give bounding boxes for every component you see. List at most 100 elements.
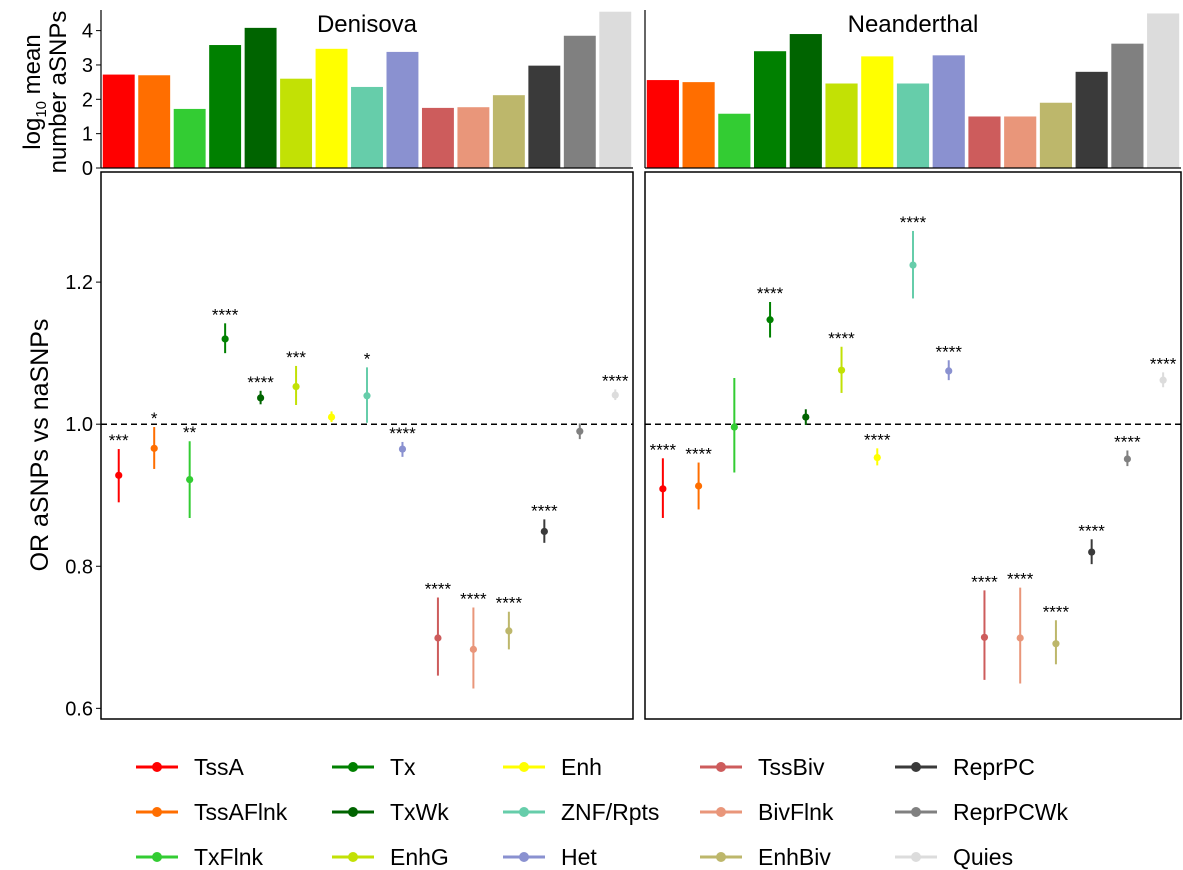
bar-neanderthal-enhg — [825, 84, 857, 168]
sig-label-neanderthal-tx: **** — [757, 284, 784, 303]
bar-neanderthal-tssbiv — [968, 116, 1000, 168]
sig-label-denisova-znf-rpts: * — [364, 349, 371, 368]
legend-label-het: Het — [561, 844, 597, 870]
sig-label-denisova-quies: **** — [602, 371, 629, 390]
bar-denisova-enhbiv — [493, 95, 525, 168]
point-denisova-reprpc — [541, 528, 548, 535]
bar-tick-label-0: 0 — [82, 158, 93, 180]
legend-marker-enh — [519, 762, 529, 772]
bar-neanderthal-tx — [754, 51, 786, 168]
point-denisova-tssa — [115, 472, 122, 479]
legend-marker-enhbiv — [716, 852, 726, 862]
point-denisova-txwk — [257, 394, 264, 401]
legend-label-enhbiv: EnhBiv — [758, 844, 831, 870]
bar-neanderthal-znf-rpts — [897, 84, 929, 168]
y-tick-label-1-2: 1.2 — [65, 272, 93, 294]
panel-title-neanderthal: Neanderthal — [848, 11, 979, 38]
bar-denisova-tssa — [103, 75, 135, 168]
point-neanderthal-reprpc — [1088, 548, 1095, 555]
legend-marker-znf-rpts — [519, 807, 529, 817]
point-neanderthal-tssbiv — [981, 634, 988, 641]
sig-label-denisova-bivflnk: **** — [460, 589, 487, 608]
bar-denisova-tx — [209, 45, 241, 168]
sig-label-denisova-txwk: **** — [247, 373, 274, 392]
bar-neanderthal-het — [933, 55, 965, 168]
sig-label-neanderthal-het: **** — [935, 342, 962, 361]
legend-label-znf-rpts: ZNF/Rpts — [561, 799, 659, 825]
point-neanderthal-quies — [1160, 377, 1167, 384]
point-neanderthal-enhbiv — [1052, 640, 1059, 647]
y-tick-label-1-0: 1.0 — [65, 414, 93, 436]
bar-tick-label-3: 3 — [82, 55, 93, 77]
sig-label-neanderthal-enh: **** — [864, 430, 891, 449]
bar-denisova-txflnk — [174, 109, 206, 168]
bar-denisova-znf-rpts — [351, 87, 383, 168]
point-neanderthal-txwk — [802, 413, 809, 420]
point-neanderthal-enh — [874, 454, 881, 461]
legend-label-tx: Tx — [390, 754, 416, 780]
sig-label-denisova-enhbiv: **** — [496, 594, 523, 613]
sig-label-neanderthal-tssbiv: **** — [971, 572, 998, 591]
point-neanderthal-tx — [766, 316, 773, 323]
panel-title-denisova: Denisova — [317, 11, 418, 38]
point-denisova-enhg — [292, 383, 299, 390]
point-neanderthal-het — [945, 367, 952, 374]
legend-marker-txflnk — [152, 852, 162, 862]
legend-label-quies: Quies — [953, 844, 1013, 870]
sig-label-neanderthal-bivflnk: **** — [1007, 570, 1034, 589]
legend: TssA Tx Enh TssBiv ReprPC TssAFlnk TxWk ZNF/Rpt… — [136, 754, 1069, 870]
bar-tick-label-4: 4 — [82, 21, 93, 43]
legend-label-reprpc: ReprPC — [953, 754, 1035, 780]
point-denisova-znf-rpts — [363, 392, 370, 399]
sig-label-denisova-tssbiv: **** — [425, 580, 452, 599]
y-tick-label-0-8: 0.8 — [65, 556, 93, 578]
bar-neanderthal-enh — [861, 56, 893, 168]
bar-denisova-tssbiv — [422, 108, 454, 168]
bar-denisova-het — [387, 52, 419, 168]
point-denisova-tssaflnk — [151, 445, 158, 452]
y-tick-label-0-6: 0.6 — [65, 698, 93, 720]
bar-neanderthal-txwk — [790, 34, 822, 168]
point-neanderthal-enhg — [838, 367, 845, 374]
point-neanderthal-tssaflnk — [695, 482, 702, 489]
point-denisova-enhbiv — [505, 627, 512, 634]
point-denisova-bivflnk — [470, 646, 477, 653]
sig-label-denisova-tssa: *** — [109, 431, 129, 450]
bar-neanderthal-tssaflnk — [683, 82, 715, 168]
bar-denisova-txwk — [245, 28, 277, 168]
bar-denisova-tssaflnk — [138, 75, 170, 168]
point-neanderthal-bivflnk — [1017, 634, 1024, 641]
bar-neanderthal-reprpc — [1076, 72, 1108, 168]
point-neanderthal-txflnk — [731, 423, 738, 430]
legend-marker-tssa — [152, 762, 162, 772]
legend-label-tssbiv: TssBiv — [758, 754, 825, 780]
sig-label-denisova-het: **** — [389, 424, 416, 443]
point-denisova-enh — [328, 413, 335, 420]
bar-tick-label-2: 2 — [82, 89, 93, 111]
legend-marker-tssaflnk — [152, 807, 162, 817]
sig-label-denisova-txflnk: ** — [183, 423, 197, 442]
bar-denisova-enh — [316, 49, 348, 168]
sig-label-neanderthal-quies: **** — [1150, 354, 1177, 373]
legend-label-tssaflnk: TssAFlnk — [194, 799, 288, 825]
sig-label-denisova-reprpc: **** — [531, 501, 558, 520]
legend-marker-enhg — [348, 852, 358, 862]
legend-label-reprpcwk: ReprPCWk — [953, 799, 1069, 825]
point-neanderthal-reprpcwk — [1124, 455, 1131, 462]
legend-label-bivflnk: BivFlnk — [758, 799, 834, 825]
point-denisova-reprpcwk — [576, 428, 583, 435]
bar-denisova-enhg — [280, 79, 312, 168]
legend-marker-bivflnk — [716, 807, 726, 817]
legend-marker-het — [519, 852, 529, 862]
or-panel-frame-denisova — [101, 172, 633, 719]
bar-neanderthal-bivflnk — [1004, 116, 1036, 168]
legend-label-enh: Enh — [561, 754, 602, 780]
point-denisova-quies — [612, 391, 619, 398]
legend-marker-txwk — [348, 807, 358, 817]
sig-label-neanderthal-reprpcwk: **** — [1114, 432, 1141, 451]
bar-denisova-reprpc — [528, 66, 560, 168]
point-denisova-tssbiv — [434, 634, 441, 641]
bar-neanderthal-enhbiv — [1040, 103, 1072, 168]
legend-marker-quies — [911, 852, 921, 862]
bar-neanderthal-txflnk — [718, 114, 750, 168]
